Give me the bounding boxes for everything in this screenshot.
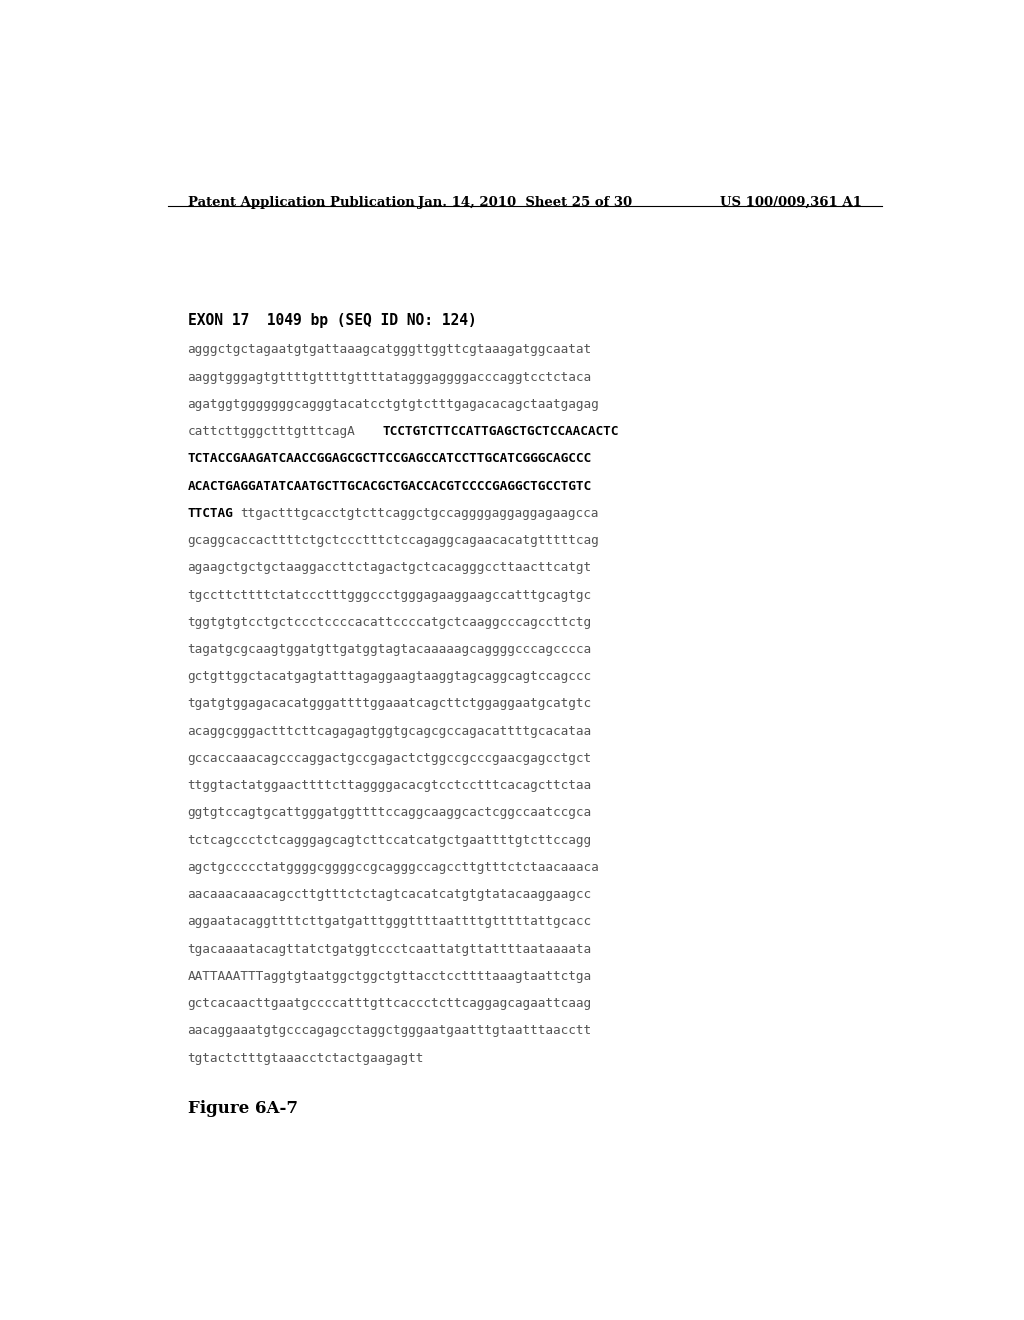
Text: gctgttggctacatgagtatttagaggaagtaaggtagcaggcagtccagccc: gctgttggctacatgagtatttagaggaagtaaggtagca… xyxy=(187,671,592,684)
Text: tgacaaaatacagttatctgatggtccctcaattatgttattttaataaaata: tgacaaaatacagttatctgatggtccctcaattatgtta… xyxy=(187,942,592,956)
Text: aaggtgggagtgttttgttttgttttatagggaggggacccaggtcctctaca: aaggtgggagtgttttgttttgttttatagggaggggacc… xyxy=(187,371,592,384)
Text: TTCTAG: TTCTAG xyxy=(187,507,233,520)
Text: gctcacaacttgaatgccccatttgttcaccctcttcaggagcagaattcaag: gctcacaacttgaatgccccatttgttcaccctcttcagg… xyxy=(187,997,592,1010)
Text: Figure 6A-7: Figure 6A-7 xyxy=(187,1100,298,1117)
Text: aacaggaaatgtgcccagagcctaggctgggaatgaatttgtaatttaacctt: aacaggaaatgtgcccagagcctaggctgggaatgaattt… xyxy=(187,1024,592,1038)
Text: US 100/009,361 A1: US 100/009,361 A1 xyxy=(720,195,862,209)
Text: tgccttcttttctatccctttgggccctgggagaaggaagccatttgcagtgc: tgccttcttttctatccctttgggccctgggagaaggaag… xyxy=(187,589,592,602)
Text: ttgactttgcacctgtcttcaggctgccaggggaggaggagaagcca: ttgactttgcacctgtcttcaggctgccaggggaggagga… xyxy=(241,507,599,520)
Text: Jan. 14, 2010  Sheet 25 of 30: Jan. 14, 2010 Sheet 25 of 30 xyxy=(418,195,632,209)
Text: gccaccaaacagcccaggactgccgagactctggccgcccgaacgagcctgct: gccaccaaacagcccaggactgccgagactctggccgccc… xyxy=(187,752,592,766)
Text: AATTAAATTTaggtgtaatggctggctgttacctccttttaaagtaattctga: AATTAAATTTaggtgtaatggctggctgttacctcctttt… xyxy=(187,970,592,983)
Text: tggtgtgtcctgctccctccccacattccccatgctcaaggcccagccttctg: tggtgtgtcctgctccctccccacattccccatgctcaag… xyxy=(187,616,592,628)
Text: TCTACCGAAGATCAACCGGAGCGCTTCCGAGCCATCCTTGCATCGGGCAGCCC: TCTACCGAAGATCAACCGGAGCGCTTCCGAGCCATCCTTG… xyxy=(187,453,592,466)
Text: agatggtgggggggcagggtacatcctgtgtctttgagacacagctaatgagag: agatggtgggggggcagggtacatcctgtgtctttgagac… xyxy=(187,397,599,411)
Text: tctcagccctctcagggagcagtcttccatcatgctgaattttgtcttccagg: tctcagccctctcagggagcagtcttccatcatgctgaat… xyxy=(187,834,592,846)
Text: tagatgcgcaagtggatgttgatggtagtacaaaaagcaggggcccagcccca: tagatgcgcaagtggatgttgatggtagtacaaaaagcag… xyxy=(187,643,592,656)
Text: acaggcgggactttcttcagagagtggtgcagcgccagacattttgcacataa: acaggcgggactttcttcagagagtggtgcagcgccagac… xyxy=(187,725,592,738)
Text: agctgccccctatggggcggggccgcagggccagccttgtttctctaacaaaca: agctgccccctatggggcggggccgcagggccagccttgt… xyxy=(187,861,599,874)
Text: ggtgtccagtgcattgggatggttttccaggcaaggcactcggccaatccgca: ggtgtccagtgcattgggatggttttccaggcaaggcact… xyxy=(187,807,592,820)
Text: aacaaacaaacagccttgtttctctagtcacatcatgtgtatacaaggaagcc: aacaaacaaacagccttgtttctctagtcacatcatgtgt… xyxy=(187,888,592,902)
Text: tgtactctttgtaaacctctactgaagagtt: tgtactctttgtaaacctctactgaagagtt xyxy=(187,1052,424,1065)
Text: aggaatacaggttttcttgatgatttgggttttaattttgtttttattgcacc: aggaatacaggttttcttgatgatttgggttttaattttg… xyxy=(187,915,592,928)
Text: tgatgtggagacacatgggattttggaaatcagcttctggaggaatgcatgtc: tgatgtggagacacatgggattttggaaatcagcttctgg… xyxy=(187,697,592,710)
Text: Patent Application Publication: Patent Application Publication xyxy=(187,195,415,209)
Text: ACACTGAGGATATCAATGCTTGCACGCTGACCACGTCCCCGAGGCTGCCTGTC: ACACTGAGGATATCAATGCTTGCACGCTGACCACGTCCCC… xyxy=(187,479,592,492)
Text: agaagctgctgctaaggaccttctagactgctcacagggccttaacttcatgt: agaagctgctgctaaggaccttctagactgctcacagggc… xyxy=(187,561,592,574)
Text: TCCTGTCTTCCATTGAGCTGCTCCAACACTC: TCCTGTCTTCCATTGAGCTGCTCCAACACTC xyxy=(382,425,618,438)
Text: gcaggcaccacttttctgctccctttctccagaggcagaacacatgtttttcag: gcaggcaccacttttctgctccctttctccagaggcagaa… xyxy=(187,535,599,546)
Text: cattcttgggctttgtttcagA: cattcttgggctttgtttcagA xyxy=(187,425,355,438)
Text: agggctgctagaatgtgattaaagcatgggttggttcgtaaagatggcaatat: agggctgctagaatgtgattaaagcatgggttggttcgta… xyxy=(187,343,592,356)
Text: EXON 17  1049 bp (SEQ ID NO: 124): EXON 17 1049 bp (SEQ ID NO: 124) xyxy=(187,313,476,327)
Text: ttggtactatggaacttttcttaggggacacgtcctcctttcacagcttctaa: ttggtactatggaacttttcttaggggacacgtcctcctt… xyxy=(187,779,592,792)
